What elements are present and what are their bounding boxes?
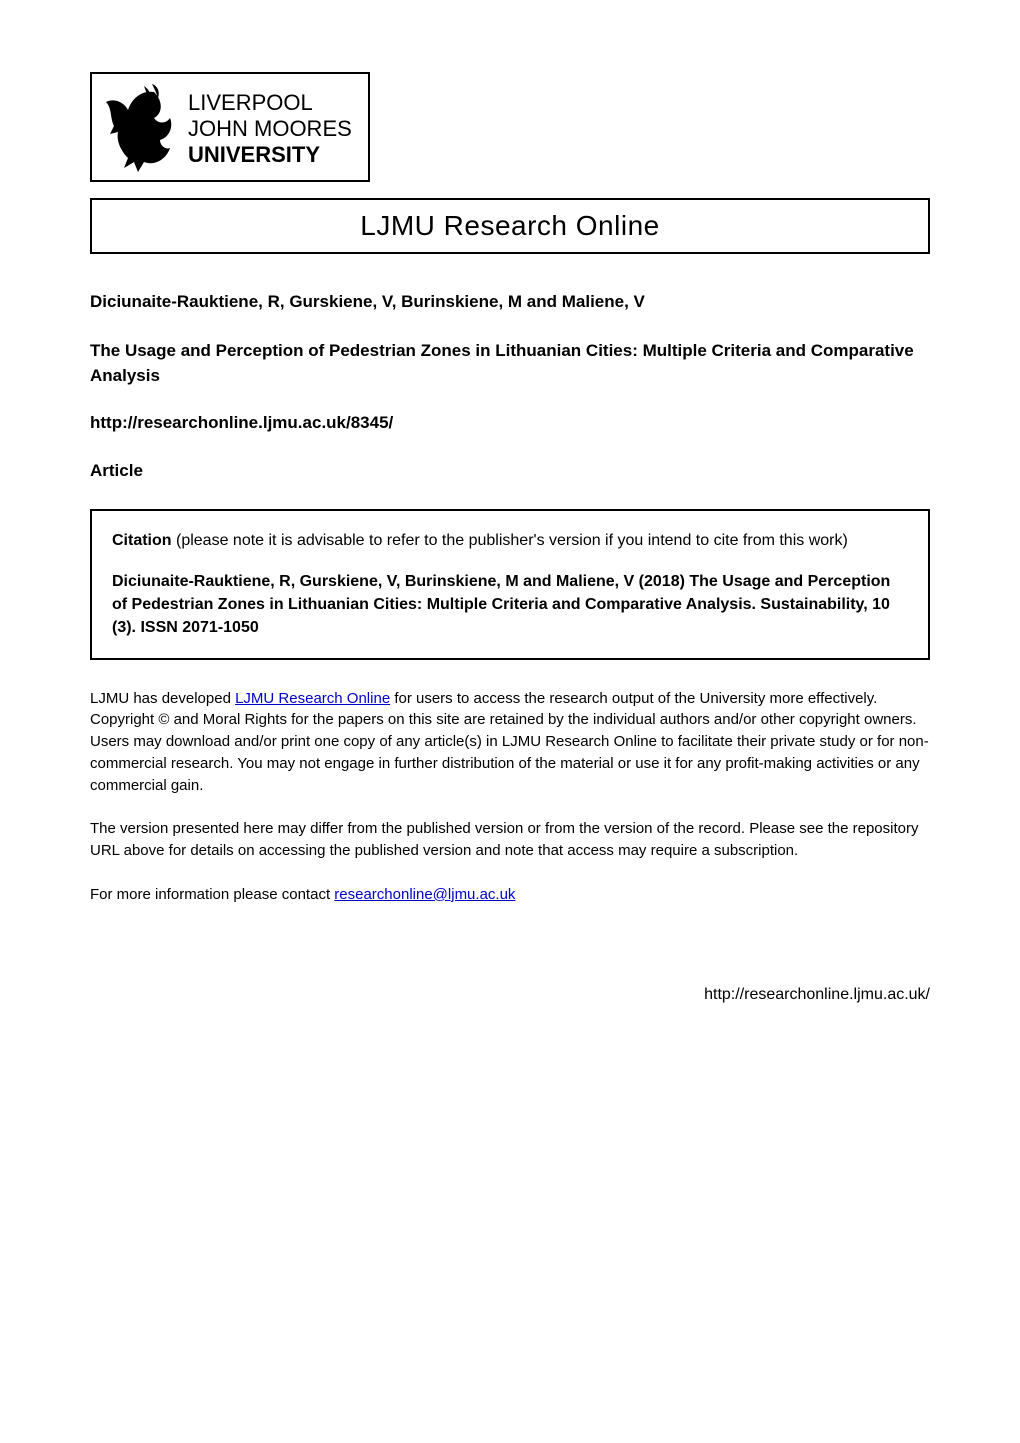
contact-email-link[interactable]: researchonline@ljmu.ac.uk [334,886,515,903]
contact-line: For more information please contact rese… [90,884,930,906]
citation-text: Diciunaite-Rauktiene, R, Gurskiene, V, B… [112,570,908,640]
citation-note-body: (please note it is advisable to refer to… [172,532,848,549]
contact-pre: For more information please contact [90,886,334,903]
logo-svg: LIVERPOOL JOHN MOORES UNIVERSITY [90,72,370,182]
repository-title-box: LJMU Research Online [90,198,930,254]
copyright-paragraph: LJMU has developed LJMU Research Online … [90,688,930,797]
record-url: http://researchonline.ljmu.ac.uk/8345/ [90,413,930,433]
citation-note-prefix: Citation [112,532,172,549]
record-type: Article [90,461,930,481]
article-title: The Usage and Perception of Pedestrian Z… [90,338,930,389]
footer-url: http://researchonline.ljmu.ac.uk/ [90,986,930,1004]
citation-note: Citation (please note it is advisable to… [112,529,908,552]
liver-bird-icon [106,84,171,172]
logo-text-line1: LIVERPOOL [188,90,313,115]
research-online-link[interactable]: LJMU Research Online [235,690,390,707]
repository-title: LJMU Research Online [360,210,659,241]
logo-text-line2: JOHN MOORES [188,116,352,141]
logo-text-line3: UNIVERSITY [188,142,320,167]
version-note-paragraph: The version presented here may differ fr… [90,818,930,862]
authors: Diciunaite-Rauktiene, R, Gurskiene, V, B… [90,290,930,314]
university-logo: LIVERPOOL JOHN MOORES UNIVERSITY [90,72,930,182]
citation-box: Citation (please note it is advisable to… [90,509,930,660]
page-container: LIVERPOOL JOHN MOORES UNIVERSITY LJMU Re… [0,0,1020,1054]
p1-pre: LJMU has developed [90,690,235,707]
record-metadata: Diciunaite-Rauktiene, R, Gurskiene, V, B… [90,290,930,481]
